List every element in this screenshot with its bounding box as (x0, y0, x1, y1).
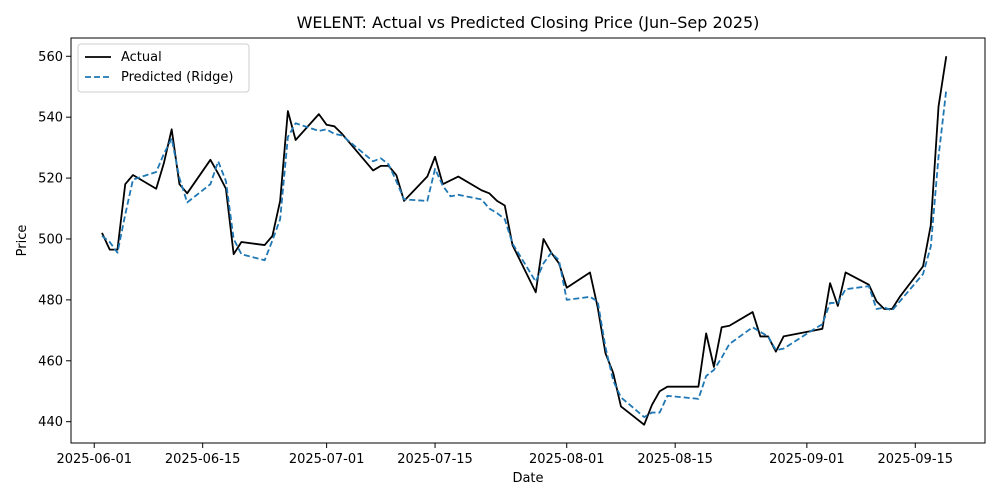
y-tick-label-3: 500 (38, 232, 63, 247)
y-tick-label-5: 540 (38, 111, 63, 126)
x-tick-label-1: 2025-06-15 (165, 452, 241, 467)
y-tick-label-4: 520 (38, 172, 63, 187)
legend-label-actual: Actual (121, 50, 162, 65)
y-tick-label-1: 460 (38, 354, 63, 369)
x-tick-label-5: 2025-08-15 (637, 452, 713, 467)
y-tick-label-6: 560 (38, 50, 63, 65)
y-axis-title: Price (15, 225, 30, 257)
x-axis: 2025-06-01 2025-06-15 2025-07-01 2025-07-15… (56, 443, 953, 467)
y-tick-label-0: 440 (38, 415, 63, 430)
legend: Actual Predicted (Ridge) (77, 43, 250, 93)
x-axis-title: Date (512, 471, 543, 486)
legend-box (77, 43, 250, 93)
x-tick-label-0: 2025-06-01 (56, 452, 132, 467)
x-tick-label-6: 2025-09-01 (769, 452, 845, 467)
y-tick-label-2: 480 (38, 293, 63, 308)
x-tick-label-2: 2025-07-01 (289, 452, 365, 467)
series-line-predicted (101, 89, 948, 419)
x-tick-label-3: 2025-07-15 (397, 452, 473, 467)
series-line-actual (101, 56, 948, 426)
y-axis: 440 460 480 500 520 540 560 (38, 50, 71, 430)
x-tick-label-4: 2025-08-01 (529, 452, 605, 467)
x-tick-label-7: 2025-09-15 (878, 452, 954, 467)
plot-background (71, 38, 985, 443)
plot-frame (70, 37, 986, 444)
plot-area (70, 37, 986, 444)
legend-label-predicted: Predicted (Ridge) (121, 70, 233, 85)
series-layer (101, 56, 948, 426)
chart-title: WELENT: Actual vs Predicted Closing Pric… (297, 13, 760, 32)
